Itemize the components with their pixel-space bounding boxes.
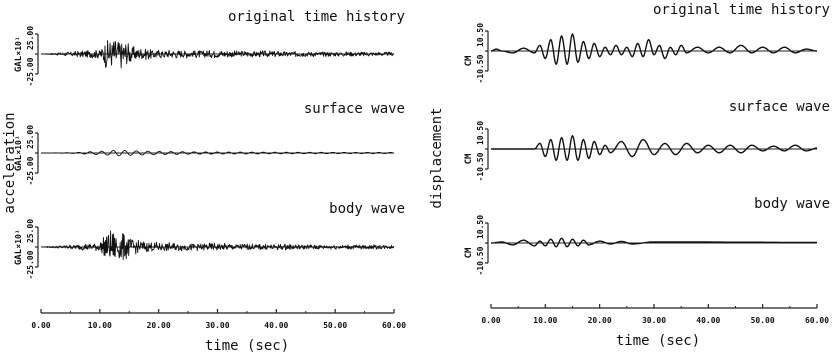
x-tick-label: 0.00	[481, 316, 500, 325]
y-tick-label-top: 10.50	[476, 215, 485, 239]
y-tick-label-top: 25.00	[26, 219, 35, 243]
panels: original time history25.00-25.00GAL×10¹s…	[14, 2, 830, 330]
y-unit-label: CM	[464, 55, 474, 66]
y-tick-label-bottom: -25.00	[26, 250, 35, 279]
right-ylabel: displacement	[429, 107, 445, 208]
x-tick-label: 30.00	[205, 321, 229, 330]
panel-title: original time history	[653, 2, 830, 18]
y-unit-label: CM	[464, 153, 474, 164]
series-line	[41, 40, 395, 69]
panel-title: surface wave	[304, 101, 405, 117]
y-tick-label-bottom: -10.50	[476, 246, 485, 275]
x-tick-label: 30.00	[642, 316, 666, 325]
series-line	[490, 33, 818, 65]
y-tick-label-bottom: -25.00	[26, 156, 35, 185]
series-line	[491, 135, 818, 162]
x-tick-label: 0.00	[31, 321, 50, 330]
y-unit-label: GAL	[14, 55, 24, 72]
y-tick-label-top: 10.50	[476, 23, 485, 47]
x-tick-label: 20.00	[147, 321, 171, 330]
x-tick-label: 10.00	[533, 316, 557, 325]
y-scale-label: ×10¹	[14, 135, 23, 154]
y-tick-label-bottom: -10.50	[476, 152, 485, 181]
x-tick-label: 40.00	[264, 321, 288, 330]
panel-title: body wave	[329, 201, 405, 217]
y-unit-label: GAL	[14, 154, 24, 171]
y-tick-label-top: 10.50	[476, 121, 485, 145]
y-unit-label: GAL	[14, 248, 24, 265]
series-line	[41, 149, 395, 157]
left-xlabel: time (sec)	[205, 338, 289, 354]
y-tick-label-bottom: -25.00	[26, 57, 35, 86]
left-ylabel: acceleration	[2, 112, 18, 213]
y-scale-label: ×10¹	[14, 229, 23, 248]
series-line	[490, 237, 817, 248]
x-tick-label: 20.00	[588, 316, 612, 325]
x-tick-label: 40.00	[696, 316, 720, 325]
x-tick-label: 10.00	[88, 321, 112, 330]
right-xlabel: time (sec)	[616, 333, 700, 349]
x-tick-label: 60.00	[382, 321, 406, 330]
x-tick-label: 50.00	[323, 321, 347, 330]
y-tick-label-bottom: -10.50	[476, 54, 485, 83]
y-tick-label-top: 25.00	[26, 26, 35, 50]
y-scale-label: ×10¹	[14, 36, 23, 55]
x-tick-label: 50.00	[751, 316, 775, 325]
series-line	[41, 230, 395, 261]
x-tick-label: 60.00	[805, 316, 829, 325]
panel-title: original time history	[228, 9, 405, 25]
y-unit-label: CM	[464, 247, 474, 258]
panel-title: body wave	[754, 196, 830, 212]
panel-title: surface wave	[729, 99, 830, 115]
y-tick-label-top: 25.00	[26, 125, 35, 149]
